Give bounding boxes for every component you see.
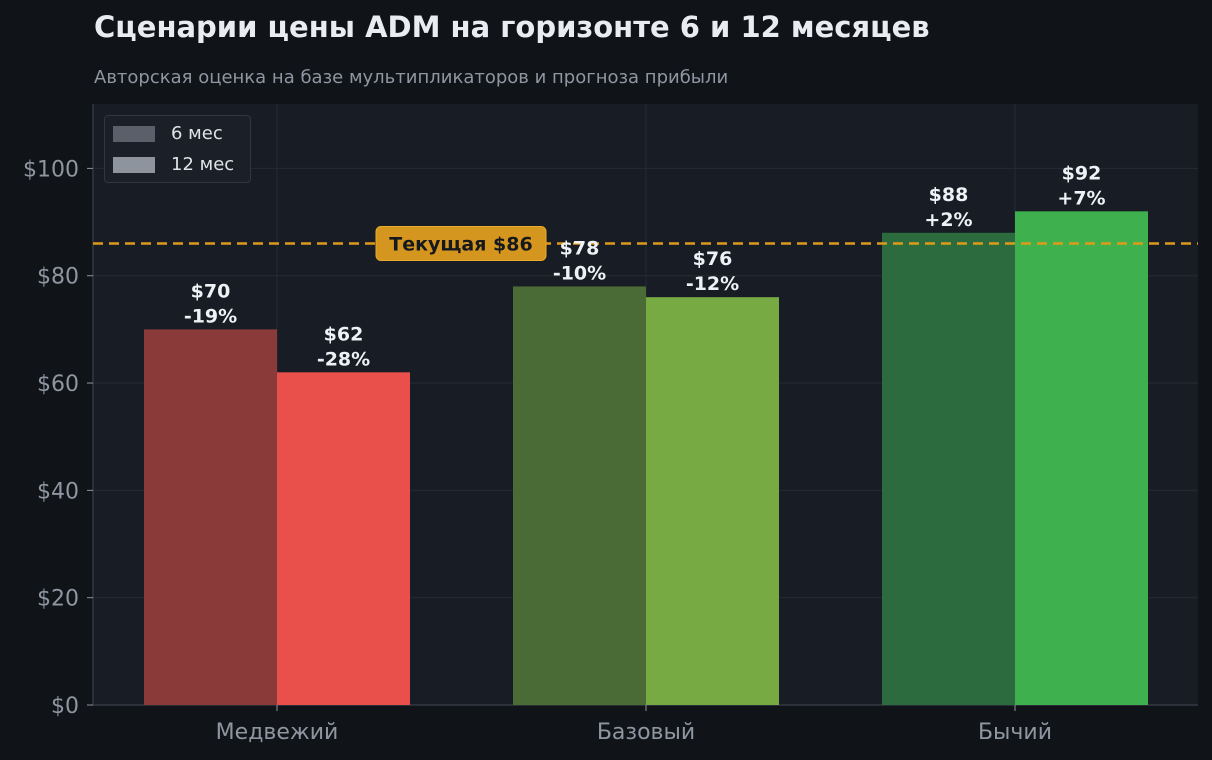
bar-change-label: -10%	[553, 262, 606, 284]
bar-change-label: -12%	[686, 273, 739, 295]
bar-value-label: $76	[693, 248, 733, 270]
bar-6m-0	[144, 329, 277, 705]
bar-value-label: $92	[1062, 162, 1102, 184]
bar-12m-1	[646, 297, 779, 705]
y-tick-label: $20	[37, 587, 79, 612]
legend-swatch-6-months	[113, 125, 155, 142]
chart-subtitle: Авторская оценка на базе мультипликаторо…	[94, 67, 729, 88]
bar-change-label: -19%	[184, 305, 237, 327]
legend-item-6-months: 6 мес	[113, 123, 223, 144]
bar-change-label: +7%	[1057, 187, 1105, 209]
y-tick-label: $40	[37, 479, 79, 504]
bar-change-label: +2%	[924, 209, 972, 231]
bar-6m-2	[882, 232, 1015, 706]
x-tick-label: Бычий	[978, 720, 1052, 745]
y-tick-label: $100	[23, 157, 79, 182]
bar-12m-2	[1015, 211, 1148, 706]
current-price-badge	[375, 226, 547, 262]
chart-legend: 6 мес 12 мес	[104, 115, 251, 183]
x-tick-label: Медвежий	[216, 720, 339, 745]
legend-item-12-months: 12 мес	[113, 154, 234, 175]
x-tick-label: Базовый	[597, 720, 695, 745]
y-tick-label: $60	[37, 372, 79, 397]
bar-value-label: $70	[191, 280, 231, 302]
legend-swatch-12-months	[113, 156, 155, 173]
y-tick-label: $0	[51, 694, 79, 719]
legend-label-12-months: 12 мес	[171, 154, 235, 175]
bar-value-label: $62	[324, 323, 364, 345]
bar-6m-1	[513, 286, 646, 705]
current-price-label: Текущая $86	[389, 234, 532, 256]
chart-title: Сценарии цены ADM на горизонте 6 и 12 ме…	[94, 10, 930, 44]
y-tick-label: $80	[37, 265, 79, 290]
bar-value-label: $78	[560, 237, 600, 259]
bar-change-label: -28%	[317, 348, 370, 370]
legend-label-6-months: 6 мес	[171, 123, 223, 144]
bar-12m-0	[277, 372, 410, 705]
bar-value-label: $88	[929, 184, 969, 206]
